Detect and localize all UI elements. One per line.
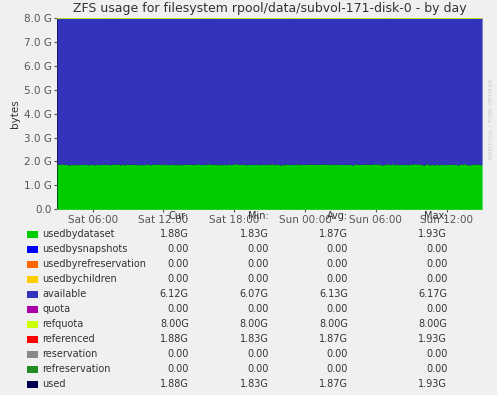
Text: 0.00: 0.00	[167, 244, 189, 254]
Text: 0.00: 0.00	[327, 244, 348, 254]
Text: 8.00G: 8.00G	[319, 319, 348, 329]
Text: 0.00: 0.00	[327, 274, 348, 284]
Text: 0.00: 0.00	[426, 244, 447, 254]
Text: quota: quota	[42, 304, 71, 314]
Text: 0.00: 0.00	[247, 274, 268, 284]
Text: 0.00: 0.00	[167, 349, 189, 359]
Text: 6.12G: 6.12G	[160, 289, 189, 299]
Text: refreservation: refreservation	[42, 364, 111, 374]
Text: reservation: reservation	[42, 349, 97, 359]
Text: 1.88G: 1.88G	[160, 229, 189, 239]
Text: 1.88G: 1.88G	[160, 379, 189, 389]
Text: used: used	[42, 379, 66, 389]
Text: 0.00: 0.00	[426, 259, 447, 269]
Text: RRDTOOL / TOBI OETIKER: RRDTOOL / TOBI OETIKER	[488, 78, 493, 159]
Text: 0.00: 0.00	[426, 304, 447, 314]
Text: 1.93G: 1.93G	[418, 229, 447, 239]
Text: 1.83G: 1.83G	[240, 334, 268, 344]
Text: 8.00G: 8.00G	[160, 319, 189, 329]
Title: ZFS usage for filesystem rpool/data/subvol-171-disk-0 - by day: ZFS usage for filesystem rpool/data/subv…	[73, 2, 467, 15]
Text: 0.00: 0.00	[247, 259, 268, 269]
Text: 1.87G: 1.87G	[319, 229, 348, 239]
Text: Min:: Min:	[248, 211, 268, 221]
Text: 6.17G: 6.17G	[418, 289, 447, 299]
Text: referenced: referenced	[42, 334, 95, 344]
Text: 8.00G: 8.00G	[418, 319, 447, 329]
Text: 0.00: 0.00	[327, 349, 348, 359]
Text: 0.00: 0.00	[167, 274, 189, 284]
Text: 1.93G: 1.93G	[418, 334, 447, 344]
Text: usedbyrefreservation: usedbyrefreservation	[42, 259, 146, 269]
Text: 0.00: 0.00	[167, 259, 189, 269]
Text: 0.00: 0.00	[426, 364, 447, 374]
Text: available: available	[42, 289, 86, 299]
Text: usedbydataset: usedbydataset	[42, 229, 115, 239]
Text: 1.93G: 1.93G	[418, 379, 447, 389]
Text: 0.00: 0.00	[426, 274, 447, 284]
Text: 1.83G: 1.83G	[240, 229, 268, 239]
Text: 6.13G: 6.13G	[319, 289, 348, 299]
Text: 6.07G: 6.07G	[240, 289, 268, 299]
Text: 0.00: 0.00	[247, 349, 268, 359]
Text: 0.00: 0.00	[247, 364, 268, 374]
Text: 8.00G: 8.00G	[240, 319, 268, 329]
Text: 1.87G: 1.87G	[319, 379, 348, 389]
Y-axis label: bytes: bytes	[9, 99, 19, 128]
Text: 0.00: 0.00	[167, 304, 189, 314]
Text: 0.00: 0.00	[327, 259, 348, 269]
Text: 1.83G: 1.83G	[240, 379, 268, 389]
Text: Cur:: Cur:	[169, 211, 189, 221]
Text: refquota: refquota	[42, 319, 83, 329]
Text: usedbychildren: usedbychildren	[42, 274, 117, 284]
Text: 0.00: 0.00	[247, 244, 268, 254]
Text: Avg:: Avg:	[327, 211, 348, 221]
Text: 0.00: 0.00	[167, 364, 189, 374]
Text: Max:: Max:	[424, 211, 447, 221]
Text: 1.87G: 1.87G	[319, 334, 348, 344]
Text: usedbysnapshots: usedbysnapshots	[42, 244, 128, 254]
Text: 1.88G: 1.88G	[160, 334, 189, 344]
Text: 0.00: 0.00	[327, 364, 348, 374]
Text: 0.00: 0.00	[426, 349, 447, 359]
Text: 0.00: 0.00	[247, 304, 268, 314]
Text: 0.00: 0.00	[327, 304, 348, 314]
